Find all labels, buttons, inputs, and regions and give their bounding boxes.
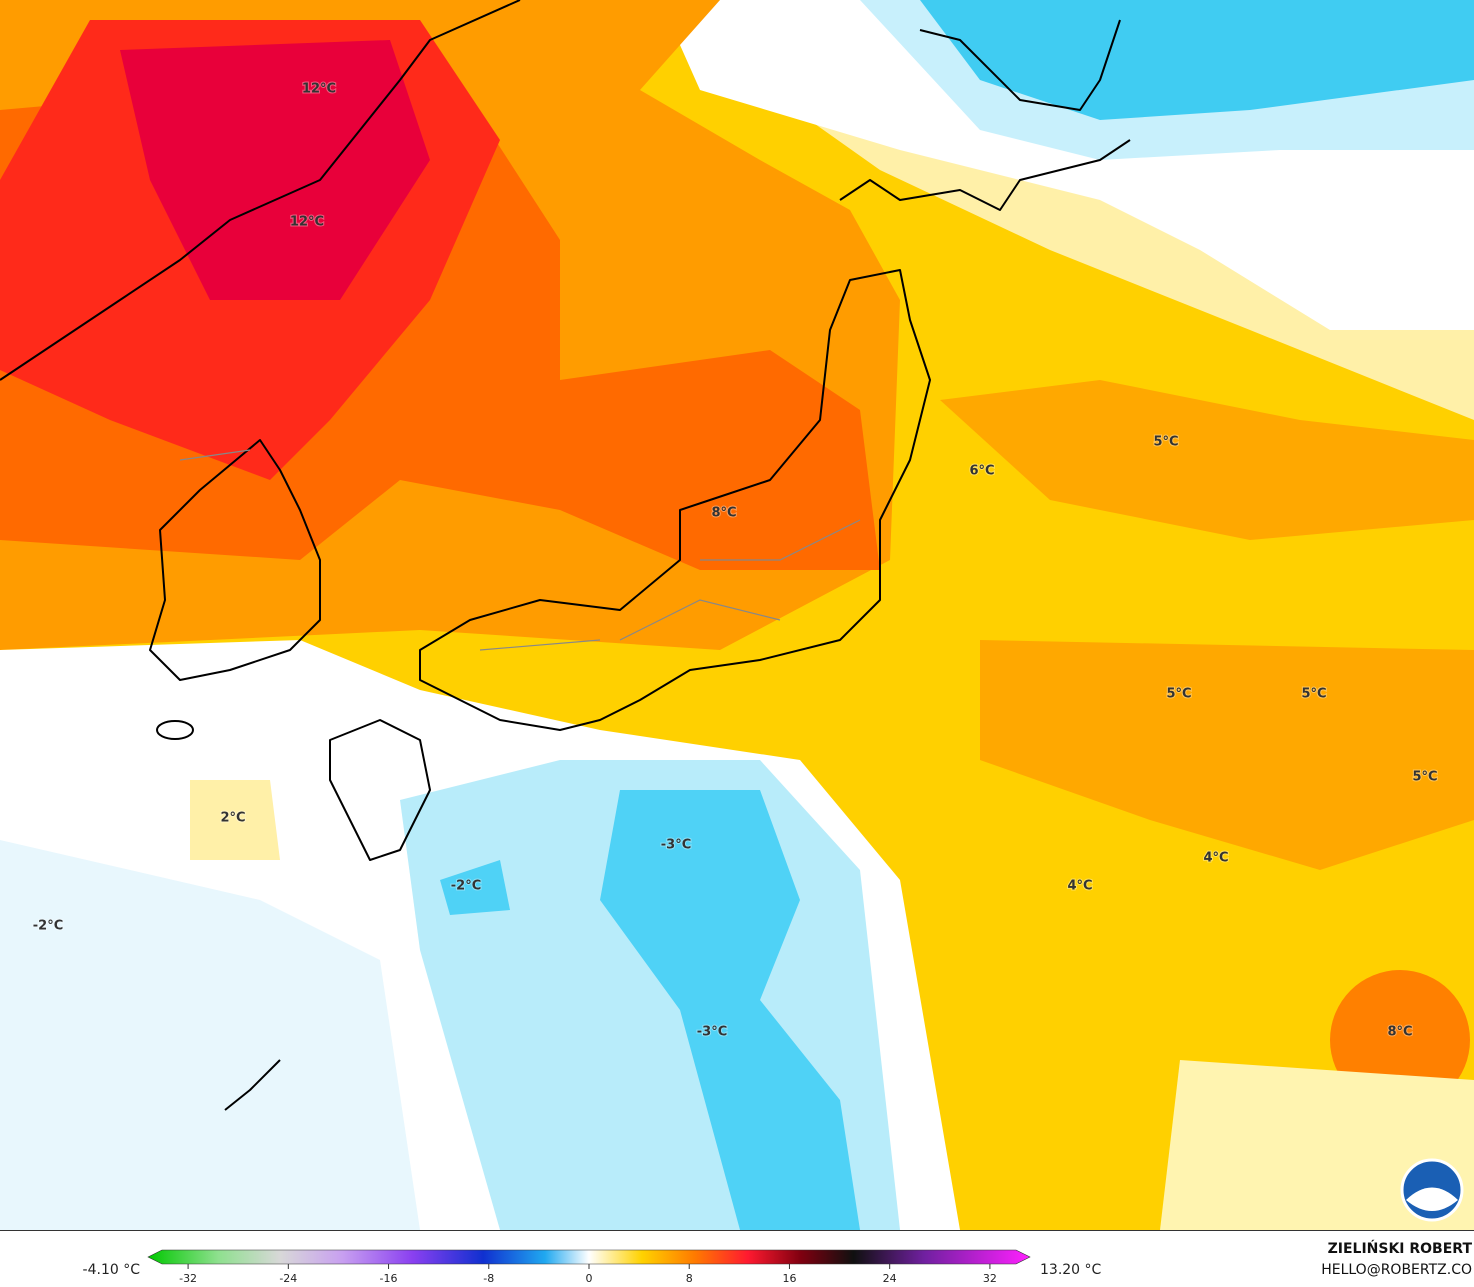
coastline <box>329 719 431 861</box>
colder-zone <box>920 0 1474 120</box>
coastline <box>149 439 321 681</box>
colder-zone <box>600 790 860 1230</box>
contour-label: -3°C <box>697 1025 727 1040</box>
coastline <box>919 19 1121 111</box>
coastline <box>0 0 521 381</box>
contour-label: 5°C <box>1301 687 1326 702</box>
island <box>224 1059 281 1111</box>
contour-label: 5°C <box>1153 435 1178 450</box>
colorbar-tick-label: 0 <box>586 1272 593 1285</box>
map: 12°C 12°C 8°C 6°C 5°C 5°C 5°C 5°C 4°C 4°… <box>0 0 1474 1230</box>
border <box>179 449 861 651</box>
warm-zone <box>980 640 1474 870</box>
colder-zone <box>440 860 510 915</box>
noaa-logo <box>1400 1158 1464 1222</box>
contour-label: -2°C <box>451 879 481 894</box>
coastline <box>839 139 1131 211</box>
warm-zone <box>940 380 1474 540</box>
contour-label: 8°C <box>1387 1025 1412 1040</box>
colorbar-tick-label: -32 <box>179 1272 197 1285</box>
min-label: -4.10 °C <box>83 1262 141 1278</box>
contour-label: 4°C <box>1203 851 1228 866</box>
contour-label: 4°C <box>1067 879 1092 894</box>
contour-label: 2°C <box>220 811 245 826</box>
colorbar-tick-label: -24 <box>279 1272 297 1285</box>
colorbar: -4.10 °C 13.20 °C -32 -24 -16 -8 0 8 16 24 32 <box>83 1249 1102 1285</box>
max-label: 13.20 °C <box>1040 1262 1102 1278</box>
colorbar-ramp <box>147 1249 1031 1265</box>
author-email: HELLO@ROBERTZ.CO <box>1321 1262 1472 1278</box>
coastline <box>419 269 931 731</box>
contour-label: -2°C <box>33 919 63 934</box>
colorbar-tick-label: -16 <box>380 1272 398 1285</box>
contour-label: 8°C <box>711 506 736 521</box>
colorbar-tick-label: -8 <box>483 1272 494 1285</box>
colorbar-tick-label: 32 <box>983 1272 997 1285</box>
contour-label: -3°C <box>661 838 691 853</box>
colorbar-tick-label: 8 <box>686 1272 693 1285</box>
contour-label: 5°C <box>1166 687 1191 702</box>
island <box>156 720 194 740</box>
colorbar-tick-label: 16 <box>782 1272 796 1285</box>
author-name: ZIELIŃSKI ROBERT <box>1328 1239 1473 1257</box>
contour-label: 5°C <box>1412 770 1437 785</box>
pale-zone <box>190 780 280 860</box>
colorbar-tick-label: 24 <box>883 1272 897 1285</box>
contour-label: 6°C <box>969 464 994 479</box>
pale-zone <box>1160 1060 1474 1230</box>
hottest-zone <box>120 40 430 300</box>
cool-zone <box>0 840 420 1230</box>
contour-label: 12°C <box>290 215 324 230</box>
contour-label: 12°C <box>302 82 336 97</box>
